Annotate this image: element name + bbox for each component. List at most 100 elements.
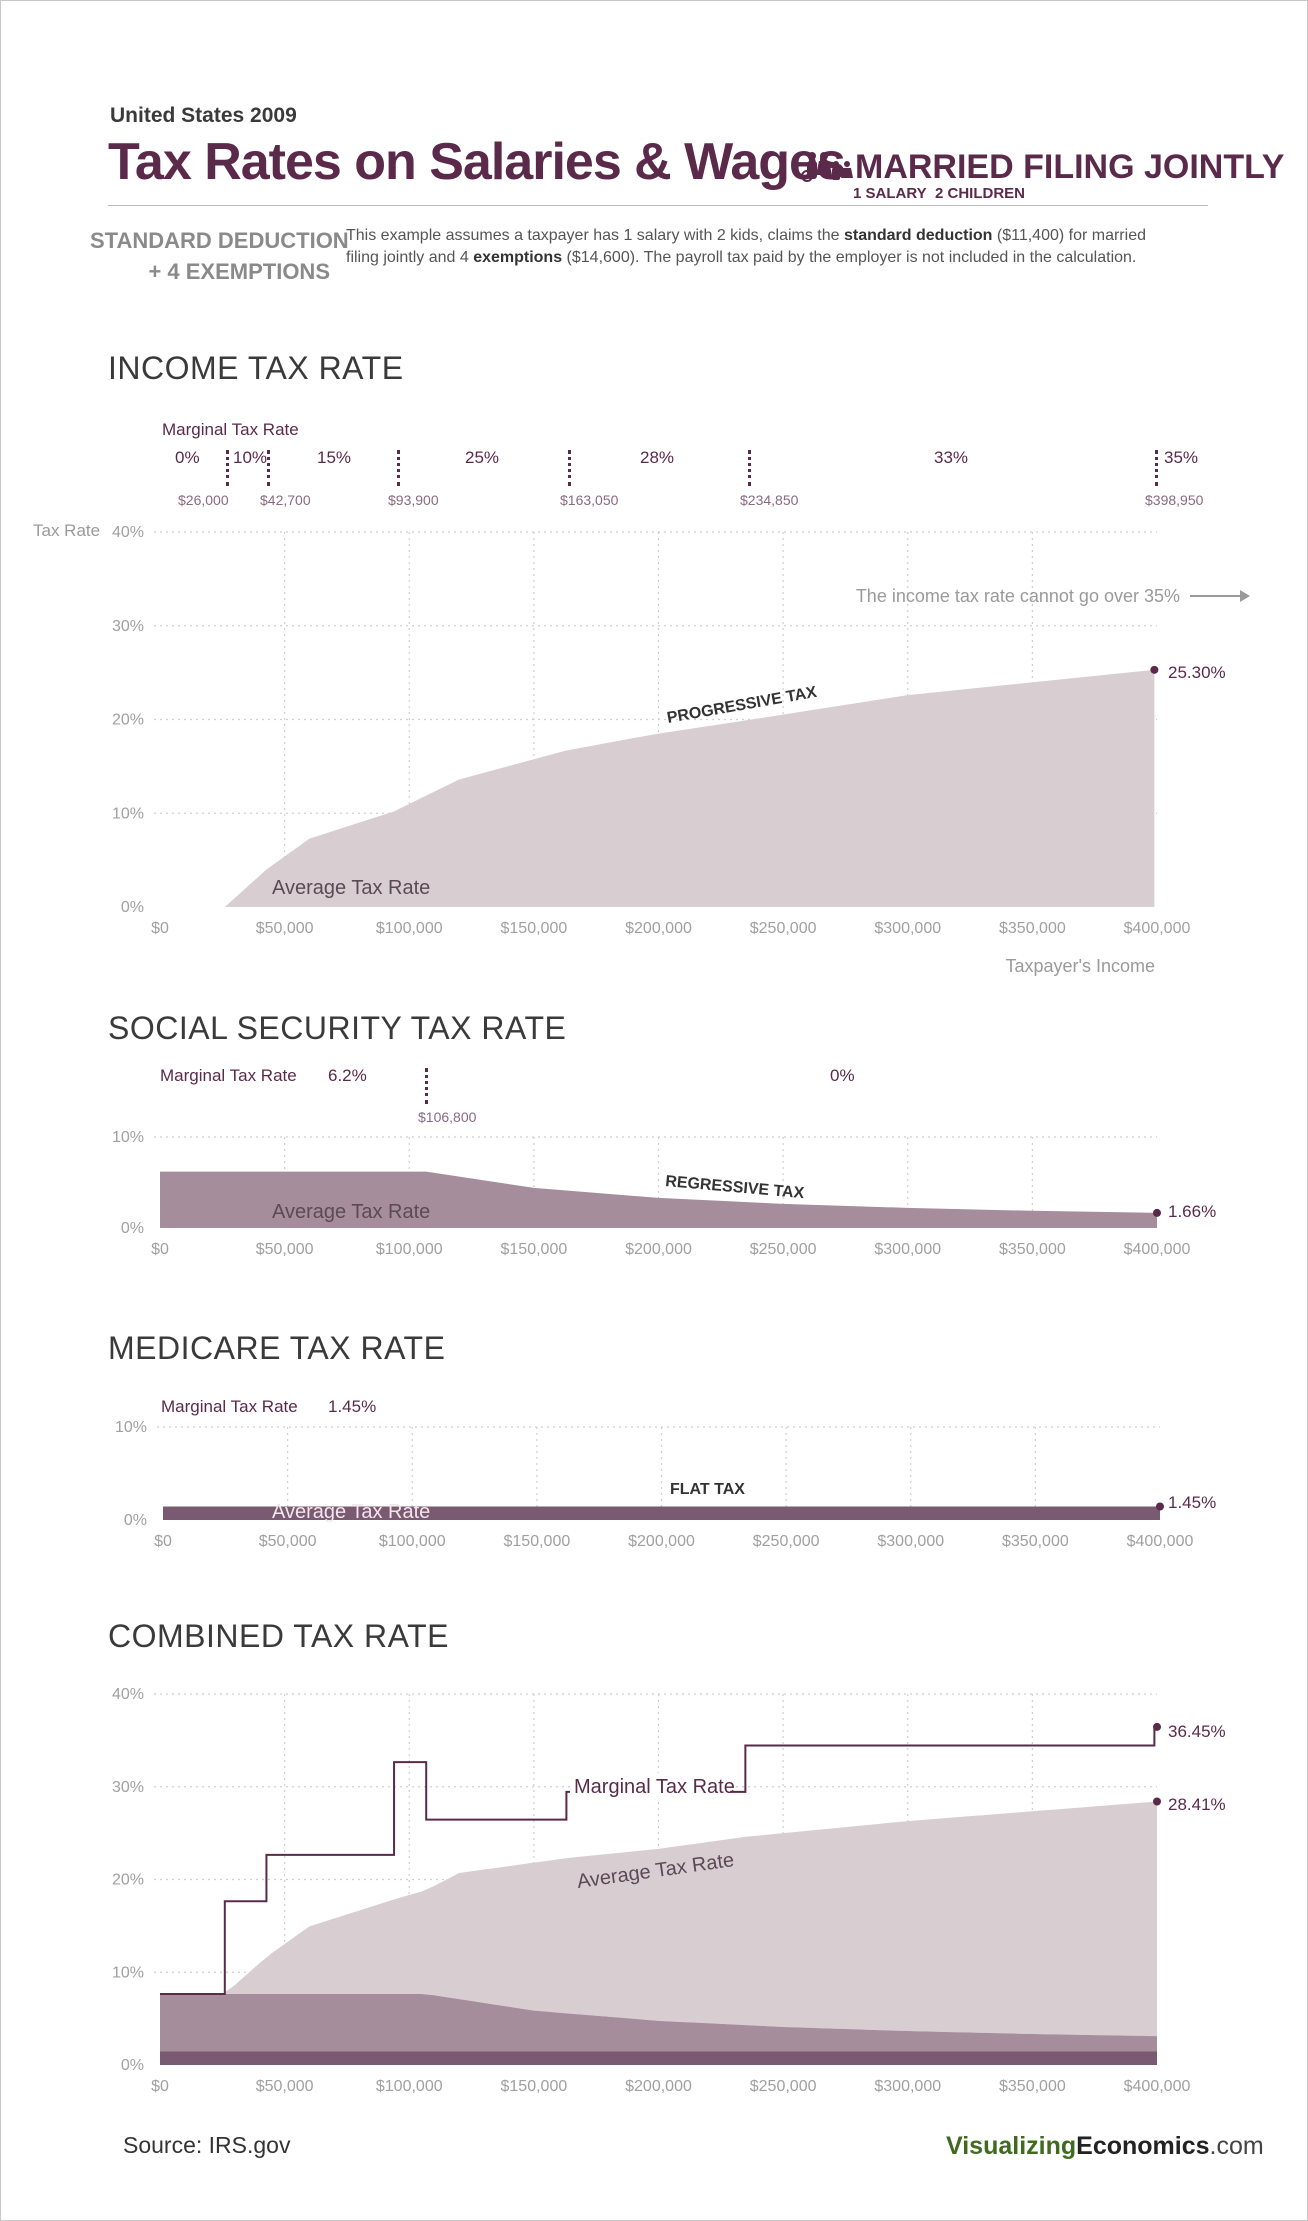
y-tick-label: 10%: [112, 1964, 144, 1981]
brand-part1: Visualizing: [946, 2132, 1077, 2160]
x-tick-label: $100,000: [376, 920, 443, 937]
y-tick-label: 10%: [112, 1129, 144, 1146]
x-tick-label: $250,000: [750, 920, 817, 937]
medicare-section-title: MEDICARE TAX RATE: [108, 1330, 446, 1366]
description-text: This example assumes a taxpayer has 1 sa…: [346, 225, 1146, 269]
income-section-title: INCOME TAX RATE: [108, 350, 404, 386]
y-tick-label: 0%: [124, 1512, 147, 1529]
y-tick-label: 20%: [112, 1872, 144, 1889]
income-tax-chart: $0 $50,000 $100,000 $150,000 $200,000 $250,00…: [112, 524, 1250, 976]
filing-status: MARRIED FILING JOINTLY: [855, 148, 1285, 186]
income-tax-band: [160, 1801, 1157, 2037]
avg-tax-label: Average Tax Rate: [272, 1501, 430, 1523]
description-part3: ($14,600). The payroll tax paid by the e…: [562, 249, 1137, 266]
y-tick-label: 30%: [112, 618, 144, 635]
brand-part2: Economics: [1076, 2132, 1210, 2160]
x-tick-label: $250,000: [750, 2078, 817, 2095]
y-tick-label: 40%: [112, 1686, 144, 1703]
threshold-label: $234,850: [740, 492, 799, 508]
year-label: United States 2009: [110, 104, 297, 127]
income-marginal-label: Marginal Tax Rate: [162, 420, 299, 439]
income-bracket-rate: 33%: [934, 448, 969, 467]
header-divider: [108, 205, 1208, 206]
x-tick-label: $50,000: [256, 920, 314, 937]
average-tax-area: [160, 669, 1155, 907]
y-tick-label: 0%: [121, 899, 144, 916]
marginal-label-bg: [570, 1773, 730, 1799]
x-tick-label: $350,000: [999, 2078, 1066, 2095]
income-bracket-rate: 0%: [175, 448, 200, 467]
x-tick-label: $350,000: [999, 1241, 1066, 1258]
y-tick-label: 10%: [115, 1419, 147, 1436]
y-tick-label: 40%: [112, 524, 144, 541]
income-bracket-rate: 10%: [233, 448, 268, 467]
income-bracket-rate: 28%: [640, 448, 675, 467]
x-tick-label: $150,000: [504, 1533, 571, 1550]
x-tick-label: $150,000: [501, 920, 568, 937]
threshold-label: $106,800: [418, 1109, 477, 1125]
medicare-band: [160, 2051, 1157, 2065]
source-note: Source: IRS.gov: [123, 2132, 291, 2158]
threshold-label: $163,050: [560, 492, 619, 508]
social-section-title: SOCIAL SECURITY TAX RATE: [108, 1010, 567, 1046]
end-point-dot: [1156, 1502, 1164, 1511]
end-point-dot: [1153, 1797, 1161, 1806]
threshold-label: $93,900: [388, 492, 439, 508]
x-tick-label: $300,000: [874, 2078, 941, 2095]
x-tick-label: $50,000: [259, 1533, 317, 1550]
page-title: Tax Rates on Salaries & Wages: [108, 133, 846, 191]
y-tick-label: 20%: [112, 712, 144, 729]
x-tick-label: $0: [151, 1241, 169, 1258]
threshold-marker: [425, 1068, 428, 1104]
x-tick-label: $250,000: [753, 1533, 820, 1550]
medicare-rate: 1.45%: [328, 1397, 377, 1416]
x-axis-label: Taxpayer's Income: [1005, 956, 1155, 976]
deduction-line1: STANDARD DEDUCTION: [90, 228, 349, 253]
arrow-right-icon: [1240, 590, 1250, 602]
salary-note: 1 SALARY: [853, 185, 927, 202]
end-marginal-label: 36.45%: [1168, 1722, 1226, 1741]
brand-logo[interactable]: VisualizingEconomics.com: [946, 2132, 1264, 2161]
x-tick-label: $50,000: [256, 1241, 314, 1258]
y-tick-label: 0%: [121, 2057, 144, 2074]
x-tick-label: $400,000: [1124, 2078, 1191, 2095]
tax-type-label: REGRESSIVE TAX: [665, 1173, 806, 1202]
threshold-label: $398,950: [1145, 492, 1204, 508]
marginal-tax-line: [160, 1725, 1157, 1996]
description-bold1: standard deduction: [843, 227, 993, 244]
x-tick-label: $0: [151, 2078, 169, 2095]
x-tick-label: $0: [154, 1533, 172, 1550]
combined-section-title: COMBINED TAX RATE: [108, 1618, 449, 1654]
average-tax-area: [160, 1171, 1157, 1228]
family-icon: [801, 152, 853, 182]
children-note: 2 CHILDREN: [935, 185, 1026, 202]
combined-chart: $0 $50,000 $100,000 $150,000 $200,000 $250,00…: [112, 1686, 1226, 2095]
threshold-marker: [397, 450, 400, 486]
medicare-marginal-label: Marginal Tax Rate: [161, 1397, 298, 1416]
brand-part3: .com: [1209, 2132, 1264, 2160]
x-tick-label: $400,000: [1127, 1533, 1194, 1550]
threshold-marker: [748, 450, 751, 486]
social-rate-before: 6.2%: [328, 1066, 367, 1085]
end-value-label: 1.45%: [1168, 1493, 1216, 1512]
social-marginal-label: Marginal Tax Rate: [160, 1066, 297, 1085]
threshold-label: $42,700: [260, 492, 311, 508]
x-tick-label: $150,000: [501, 1241, 568, 1258]
threshold-marker: [226, 450, 229, 486]
avg-tax-label: Average Tax Rate: [272, 1201, 430, 1223]
tax-type-label: FLAT TAX: [670, 1481, 745, 1498]
x-tick-label: $0: [151, 920, 169, 937]
x-tick-label: $350,000: [1002, 1533, 1069, 1550]
x-tick-label: $100,000: [376, 1241, 443, 1258]
income-bracket-rate: 15%: [317, 448, 352, 467]
y-axis-label: Tax Rate: [33, 521, 101, 540]
x-tick-label: $100,000: [379, 1533, 446, 1550]
end-point-dot: [1153, 1208, 1161, 1217]
end-value-label: 25.30%: [1168, 663, 1226, 682]
social-security-chart: $0 $50,000 $100,000 $150,000 $200,000 $250,00…: [112, 1129, 1216, 1258]
x-tick-label: $350,000: [999, 920, 1066, 937]
threshold-marker: [568, 450, 571, 486]
description-part2: ($11,400) for married filing jointly and…: [346, 227, 1146, 266]
social-security-band: [160, 1994, 1157, 2052]
x-tick-label: $300,000: [874, 920, 941, 937]
